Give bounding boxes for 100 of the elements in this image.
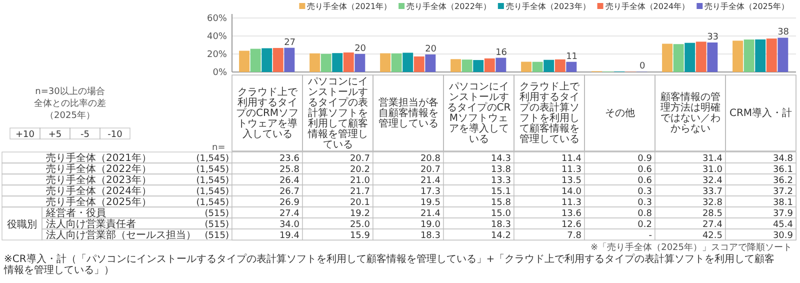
data-label: 11.4 [561,154,582,164]
x-tick-label: クラウド上で利用するタイプの表計算ソフトを利用して顧客情報を管理している [519,80,580,145]
text: 全体との比率の差 [34,98,106,109]
y-tick-label: 経営者・役員 [45,207,106,219]
data-label: 13.5 [561,176,582,186]
data-label: 42.5 [702,231,722,241]
data-label: 23.6 [279,154,300,164]
x-tick-label: CRM導入・計 [729,106,792,119]
data-label: 32.4 [702,176,723,186]
data-label: 27.4 [702,220,723,230]
x-tick-label: 顧客情報の管理方法は明確ではない／わからない [660,91,720,134]
text: - [648,231,652,241]
data-label: 0.3 [638,198,652,208]
data-label: 0.2 [638,220,652,230]
data-label: 11 [566,52,578,62]
data-label: 21.7 [350,187,370,197]
data-label: 34.8 [772,154,794,164]
text: -10 [108,130,123,140]
y-tick-label: 40% [206,32,228,42]
legend-label: 売り手全体（2023年） [506,2,590,11]
y2-tick-label: (515) [204,220,229,230]
data-label: 0.3 [638,187,652,197]
data-label: 33.7 [702,187,722,197]
y2-tick-label: (515) [204,231,229,241]
data-label: 21.0 [350,176,370,186]
data-label: 20 [425,44,437,54]
data-label: 36.1 [772,165,793,175]
data-label: 33 [707,32,719,42]
y-tick-label: 売り手全体（2022年） [46,163,152,175]
data-label: 20.7 [350,154,370,164]
data-label: 21.4 [420,209,441,219]
text: +10 [16,130,35,140]
y-tick-label: 60% [206,14,228,24]
data-label: 0.6 [638,176,652,186]
text: 役職別 [7,218,37,230]
data-label: 18.3 [420,231,440,241]
data-label: 18.3 [490,220,511,230]
x-tick-label: クラウド上で利用するタイプのCRMソフトウェアを導入している [236,86,299,140]
data-label: 37.2 [772,187,793,197]
y-tick-label: 売り手全体（2024年） [46,185,152,197]
data-label: 15.0 [490,209,512,219]
text: -5 [80,130,90,140]
y-tick-label: 法人向け営業責任者 [46,218,136,230]
x-tick-label: パソコンにインストールするタイプのCRMソフトウェアを導入している [446,82,511,145]
y-tick-label: 売り手全体（2023年） [46,174,152,186]
data-label: 25.0 [350,220,370,230]
data-label: 20 [354,44,366,54]
legend-label: 売り手全体（2025年） [704,2,789,11]
data-label: 17.3 [420,187,440,197]
data-label: 45.4 [772,220,794,230]
data-label: 38 [778,28,790,38]
y2-tick-label: (1,545) [196,154,229,164]
data-label: 13.8 [490,165,512,175]
x-tick-label: パソコンにインストールするタイプの表計算ソフトを利用して顧客情報を管理している [306,76,368,150]
data-label: 13.6 [561,209,582,219]
x-tick-label: その他 [604,106,635,119]
data-label: 38.1 [772,198,793,208]
data-label: 20.1 [350,198,370,208]
data-label: 15.1 [490,187,511,197]
text: +5 [48,130,62,140]
data-label: 21.4 [420,176,441,186]
data-label: 13.3 [490,176,511,186]
data-label: 20.7 [420,165,440,175]
data-label: 27 [284,38,296,48]
data-label: 20.2 [350,165,370,175]
y-tick-label: 20% [206,50,228,60]
text: （2025年） [45,110,95,121]
text: n= [212,143,226,153]
y2-tick-label: (1,545) [196,176,229,186]
data-label: 11.3 [561,165,582,175]
data-label: 14.3 [490,154,511,164]
legend-label: 売り手全体（2021年） [307,2,392,11]
data-label: 14.2 [490,231,511,241]
data-label: 7.8 [567,231,582,241]
text: ※「売り手全体（2025年）」スコアで降順ソート [590,242,792,253]
data-label: 11.3 [561,198,582,208]
y-tick-label: 法人向け営業部（セールス担当） [46,229,196,241]
data-label: 19.2 [350,209,370,219]
text: n=30以上の場合 [35,86,105,97]
data-label: 30.9 [772,231,794,241]
y2-tick-label: (1,545) [196,187,229,197]
data-label: 19.4 [279,231,300,241]
data-label: 37.9 [772,209,794,219]
data-label: 16 [496,48,508,58]
data-label: 34.0 [279,220,300,230]
data-label: 26.7 [279,187,300,197]
data-label: 14.0 [561,187,582,197]
data-label: 15.9 [350,231,370,241]
y2-tick-label: (1,545) [196,198,229,208]
y2-tick-label: (515) [204,209,229,219]
y-tick-label: 売り手全体（2025年） [46,196,152,208]
y-tick-label: 0% [212,68,228,78]
legend-label: 売り手全体（2024年） [605,2,690,11]
data-label: 0.9 [638,154,652,164]
data-label: 26.9 [279,198,300,208]
data-label: 36.2 [772,176,793,186]
data-label: 20.8 [420,154,441,164]
data-label: 0 [639,62,646,72]
data-label: 26.4 [279,176,300,186]
data-label: 19.5 [420,198,440,208]
